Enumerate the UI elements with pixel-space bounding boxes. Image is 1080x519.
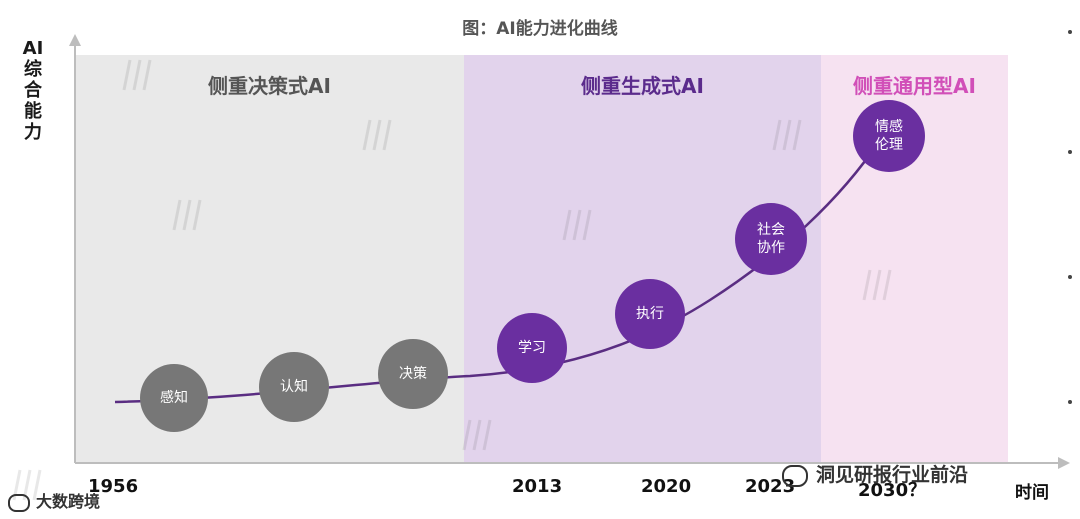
- y-axis-label-part: 合: [24, 80, 42, 101]
- y-axis-label-part: AI: [22, 38, 44, 59]
- node-cognition: 认知: [259, 352, 329, 422]
- year-label: 1956: [88, 476, 139, 497]
- node-label: 执行: [636, 306, 664, 322]
- y-axis-label-part: 能: [24, 101, 42, 122]
- region-label-generative: 侧重生成式AI: [581, 74, 704, 98]
- node-decision: 决策: [378, 339, 448, 409]
- y-axis-label-part: 力: [24, 122, 42, 143]
- region-label-decision: 侧重决策式AI: [208, 74, 331, 98]
- node-social-collaboration: 社会 协作: [735, 203, 807, 275]
- node-label: 认知: [280, 379, 308, 395]
- node-label-line: 协作: [757, 240, 785, 256]
- y-axis-label-part: 综: [24, 59, 42, 80]
- node-label: 学习: [518, 340, 546, 356]
- x-axis-label: 时间: [1015, 483, 1049, 503]
- decorative-dot: [1068, 275, 1072, 279]
- node-label-line: 情感: [875, 119, 903, 135]
- wechat-icon: [782, 464, 808, 487]
- node-perception: 感知: [140, 364, 208, 432]
- node-label: 感知: [160, 390, 188, 406]
- watermark-pattern: [12, 59, 892, 501]
- y-axis-label: AI 综 合 能 力: [20, 38, 46, 143]
- diagram-title: 图：AI能力进化曲线: [462, 19, 618, 39]
- footer-watermark-right: 洞见研报行业前沿: [782, 460, 968, 487]
- x-axis-arrow: [1058, 457, 1070, 469]
- decorative-dot: [1068, 150, 1072, 154]
- footer-watermark-left: 大数跨境: [8, 488, 100, 512]
- year-label: 2013: [512, 476, 563, 497]
- node-label-line: 社会: [757, 222, 785, 238]
- decorative-dot: [1068, 400, 1072, 404]
- watermark-text: 大数跨境: [36, 492, 101, 511]
- year-label: 2030？: [858, 480, 927, 501]
- watermark-text: 洞见研报行业前沿: [816, 464, 969, 486]
- node-learning: 学习: [497, 313, 567, 383]
- wechat-icon: [8, 493, 30, 512]
- node-label: 决策: [399, 366, 427, 382]
- node-label: 社会 协作: [751, 221, 791, 257]
- node-emotion-ethics: 情感 伦理: [853, 100, 925, 172]
- node-label-line: 伦理: [875, 137, 903, 153]
- node-label: 情感 伦理: [869, 118, 909, 154]
- y-axis-arrow: [69, 34, 81, 46]
- year-label: 2020: [641, 476, 692, 497]
- node-execution: 执行: [615, 279, 685, 349]
- region-label-general: 侧重通用型AI: [853, 74, 976, 98]
- decorative-dot: [1068, 30, 1072, 34]
